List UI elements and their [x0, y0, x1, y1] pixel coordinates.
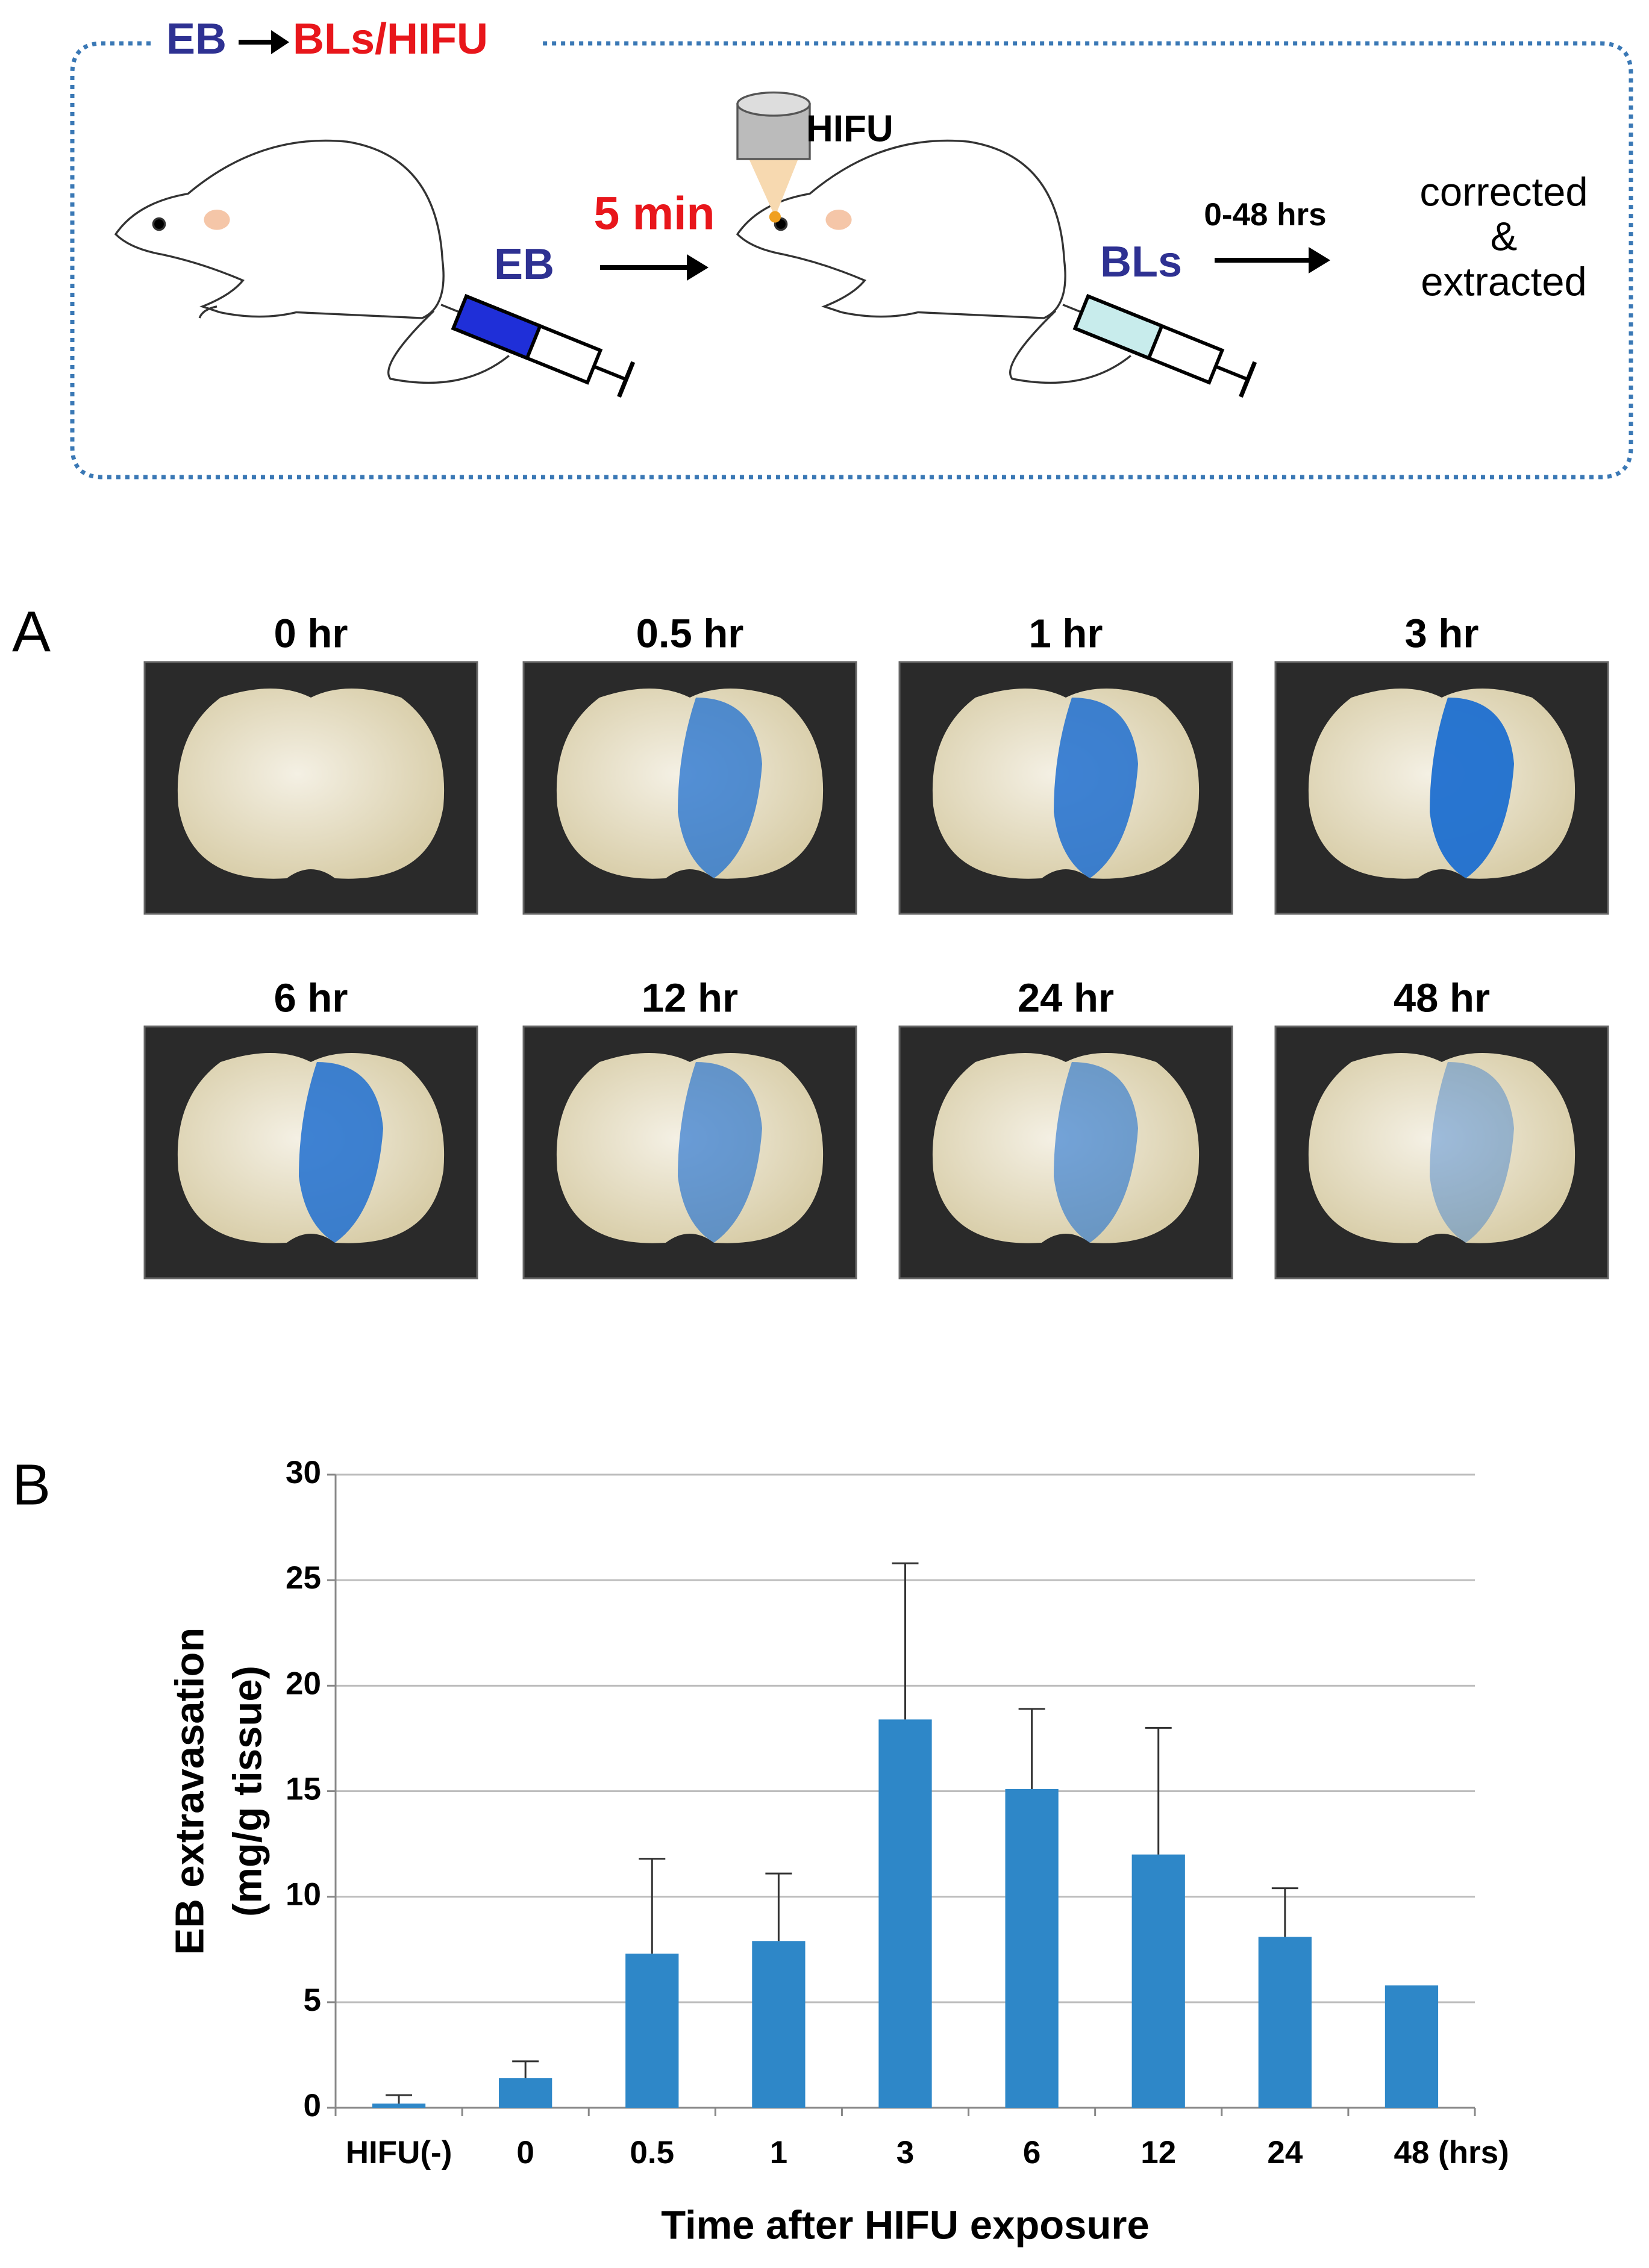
photo-label: 48 hr [1394, 976, 1490, 1021]
arrow-1 [600, 254, 709, 281]
y-tick-label: 15 [286, 1772, 321, 1807]
photo [898, 1025, 1233, 1279]
dye-region [1054, 698, 1138, 878]
bar-chart: 0 5 10 15 20 25 30 HIFU(-) 0 0.5 1 3 6 12 24 48 (hrs) Tim… [167, 1455, 1509, 2248]
schematic-title-bls: BLs/HIFU [293, 15, 488, 63]
y-tick-label: 20 [286, 1666, 321, 1701]
dye-region [678, 698, 762, 878]
bar [372, 2103, 426, 2108]
x-tick-label: 48 [1394, 2135, 1429, 2170]
panel-label: B [12, 1452, 51, 1517]
rat-1 [114, 139, 636, 398]
schematic-frame [70, 41, 1633, 480]
brain-section [177, 689, 445, 879]
bar [752, 1941, 806, 2108]
x-tick-label: 6 [1023, 2135, 1040, 2170]
y-tick-label: 25 [286, 1560, 321, 1596]
y-tick-label: 10 [286, 1877, 321, 1913]
x-tick-label: HIFU(-) [346, 2135, 452, 2170]
photo-label: 0.5 hr [636, 611, 744, 657]
photo-label: 1 hr [1029, 611, 1103, 657]
photo [143, 1025, 478, 1279]
bar [878, 1719, 932, 2108]
rat-illustrations [114, 91, 1257, 398]
x-tick-label: 24 [1267, 2135, 1303, 2170]
photo [1274, 1025, 1609, 1279]
injection-2-label: BLs [1100, 238, 1182, 286]
time-label: 0-48 hrs [1204, 197, 1326, 233]
hifu-transducer [736, 91, 811, 223]
rat-2 [736, 139, 1257, 398]
bar [1005, 1788, 1059, 2108]
panel-label: A [12, 599, 51, 664]
injection-1-label: EB [494, 240, 554, 289]
schematic-title-eb: EB [166, 15, 227, 63]
outcome-line: corrected [1419, 170, 1588, 215]
photo-label: 12 hr [642, 976, 738, 1021]
bar [625, 1954, 679, 2108]
title-arrow [239, 30, 289, 54]
brain-section [1308, 1053, 1575, 1243]
y-axis-title: EB extravasation [167, 1628, 213, 1955]
dye-region [678, 1062, 762, 1243]
dye-region [1430, 698, 1514, 878]
hifu-label: HIFU [806, 108, 893, 149]
photo [143, 661, 478, 915]
photo-label: 6 hr [274, 976, 348, 1021]
arrow-2 [1215, 247, 1330, 273]
x-tick-label: 0 [516, 2135, 534, 2170]
photo-label: 0 hr [274, 611, 348, 657]
bar [1131, 1854, 1185, 2108]
photo [522, 1025, 857, 1279]
photo [522, 661, 857, 915]
y-tick-label: 30 [286, 1455, 321, 1490]
y-tick-label: 0 [304, 2088, 321, 2123]
outcome-line: extracted [1421, 260, 1587, 305]
dye-region [299, 1062, 383, 1243]
x-tick-label: 12 [1141, 2135, 1176, 2170]
x-tick-label: 1 [770, 2135, 787, 2170]
bar [499, 2078, 552, 2108]
dye-region [1430, 1062, 1514, 1243]
photo-grid: 0 hr 0.5 hr 1 hr 3 hr 6 hr 12 hr 24 hr 48 hr [143, 611, 1609, 1279]
dye-region [1054, 1062, 1138, 1243]
y-tick-label: 5 [304, 1982, 321, 2018]
photo-label: 3 hr [1405, 611, 1479, 657]
outcome-line: & [1491, 214, 1518, 260]
delay-label: 5 min [593, 187, 715, 239]
photo [1274, 661, 1609, 915]
bar [1385, 1985, 1439, 2108]
photo [898, 661, 1233, 915]
x-axis-title: Time after HIFU exposure [661, 2203, 1149, 2248]
x-tick-label: 3 [896, 2135, 914, 2170]
y-axis-title: (mg/g tissue) [225, 1666, 271, 1917]
photo-label: 24 hr [1018, 976, 1114, 1021]
x-tick-label: 0.5 [630, 2135, 674, 2170]
bar [1258, 1937, 1312, 2108]
x-unit: (hrs) [1438, 2135, 1509, 2170]
